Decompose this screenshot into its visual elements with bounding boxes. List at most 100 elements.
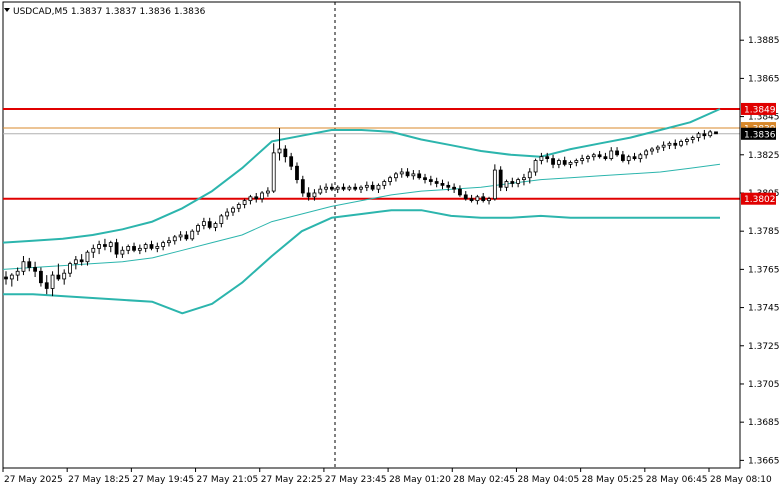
candle — [27, 257, 32, 272]
candle — [574, 158, 579, 167]
candle-body — [50, 274, 55, 289]
candle-body — [132, 246, 136, 251]
candle — [661, 141, 666, 151]
candle — [382, 179, 387, 190]
candle-body — [167, 240, 171, 244]
candle-body — [673, 142, 678, 146]
candle-body — [632, 156, 637, 160]
candle — [190, 229, 195, 241]
candle-body — [347, 186, 352, 190]
y-tick-label: 1.3725 — [748, 342, 780, 352]
candle — [417, 170, 422, 180]
candle — [120, 246, 125, 258]
horizontal-levels[interactable] — [3, 107, 740, 200]
bollinger-bands — [2, 108, 721, 315]
candle — [405, 168, 410, 178]
candle — [44, 275, 49, 295]
candle — [533, 158, 538, 176]
candle-body — [574, 160, 579, 163]
candle — [620, 150, 625, 163]
y-tick-label: 1.3685 — [748, 418, 780, 428]
candle-body — [231, 207, 235, 213]
candle — [39, 267, 43, 287]
candle — [91, 244, 96, 258]
candle — [364, 181, 369, 192]
candle — [388, 175, 392, 186]
candle — [353, 183, 358, 192]
candle-body — [15, 270, 20, 276]
candle-body — [446, 184, 451, 188]
candle-body — [79, 259, 84, 263]
candle-body — [667, 142, 672, 146]
candle-body — [27, 261, 32, 268]
candle — [446, 181, 451, 192]
candle — [56, 263, 61, 281]
candle — [597, 150, 602, 159]
candle — [685, 137, 689, 146]
candle — [149, 240, 154, 251]
candle-body — [306, 192, 311, 198]
candle — [126, 244, 131, 255]
candle-body — [690, 137, 695, 140]
x-tick-label: 28 May 02:45 — [453, 475, 515, 485]
candle — [73, 256, 78, 270]
candle-body — [504, 181, 509, 188]
candle — [15, 267, 20, 281]
y-tick-label: 1.3665 — [748, 456, 780, 466]
candle — [504, 179, 509, 192]
candle — [452, 183, 457, 193]
candle-body — [33, 267, 37, 272]
candle — [673, 139, 678, 150]
candle-body — [236, 204, 241, 209]
candle-body — [39, 270, 43, 284]
candle-body — [434, 181, 439, 184]
candle-body — [359, 186, 363, 190]
candle-body — [463, 194, 468, 200]
candle — [562, 156, 567, 167]
candle — [603, 152, 608, 161]
x-axis: 27 May 2025 27 May 18:25 27 May 19:45 27 Ma… — [2, 467, 772, 485]
y-tick-label: 1.3865 — [748, 74, 780, 84]
candle — [271, 143, 276, 193]
candle-body — [405, 171, 410, 177]
candle-body — [190, 230, 195, 240]
candle-body — [114, 242, 119, 255]
candle — [376, 183, 381, 193]
candle — [411, 170, 416, 180]
candle — [9, 273, 14, 287]
candle-body — [527, 171, 532, 179]
candle — [225, 208, 230, 220]
candle — [254, 192, 259, 203]
candle-body — [277, 148, 282, 154]
candle-body — [615, 150, 619, 156]
candle-body — [335, 186, 340, 190]
candle — [155, 242, 160, 253]
candle — [632, 152, 637, 161]
candle-body — [289, 156, 294, 167]
candle-body — [201, 221, 206, 226]
candle — [644, 149, 649, 159]
candle-body — [4, 276, 8, 280]
candle-body — [638, 154, 643, 160]
candle — [463, 191, 468, 201]
candle-body — [300, 179, 305, 194]
candle — [341, 183, 346, 192]
candle — [68, 261, 72, 278]
y-tick-label: 1.3745 — [748, 304, 780, 314]
candle-body — [376, 184, 381, 190]
candle — [283, 145, 288, 163]
bollinger-middle-line — [2, 163, 721, 270]
candle — [167, 236, 171, 247]
candle-body — [492, 169, 497, 200]
candle-body — [714, 131, 718, 135]
x-tick-label: 27 May 23:45 — [325, 475, 387, 485]
candle-body — [591, 154, 596, 158]
price-tag-label-bid: 1.3836 — [744, 130, 776, 140]
triangle-down-icon[interactable] — [4, 8, 10, 12]
candle — [510, 177, 515, 188]
candle-body — [312, 192, 317, 198]
candle — [219, 213, 224, 228]
y-tick-label: 1.3885 — [748, 36, 780, 46]
